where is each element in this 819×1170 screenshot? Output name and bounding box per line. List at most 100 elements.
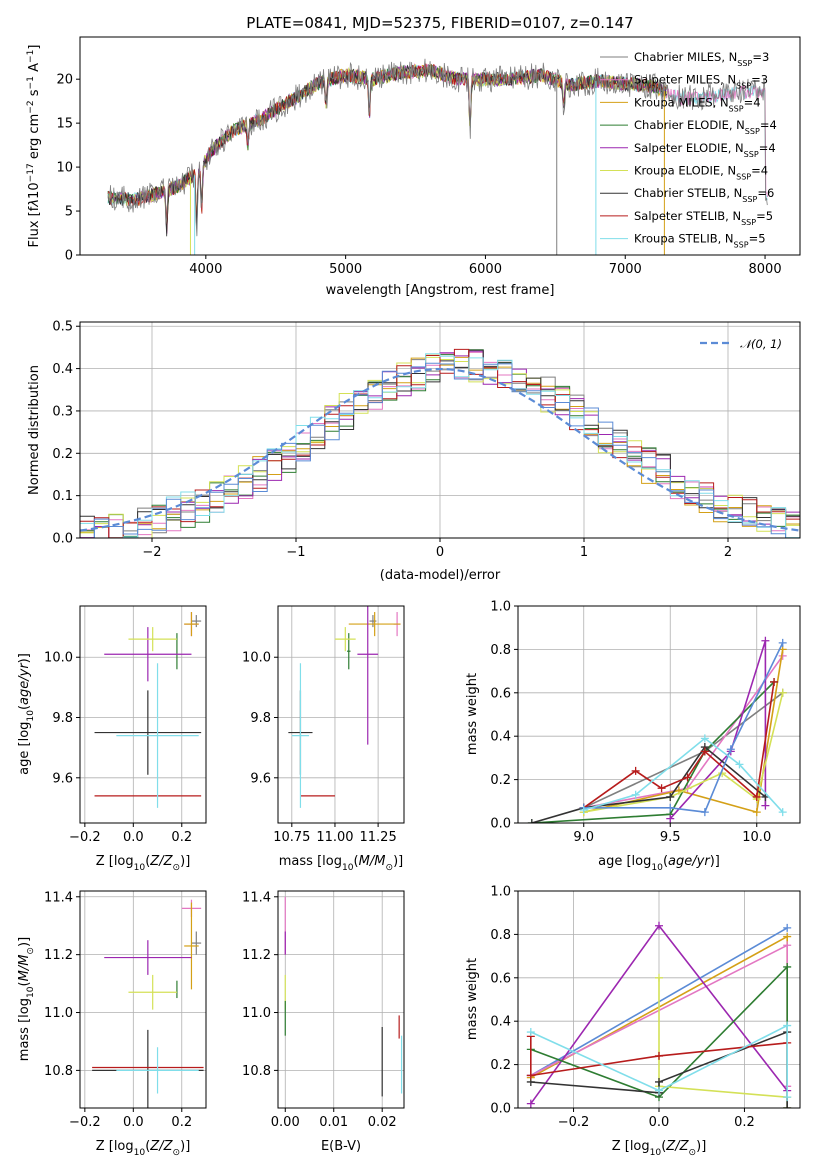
spectrum-plot: [107, 58, 768, 255]
legend-label: Chabrier MILES, NSSP=3: [634, 50, 769, 68]
weight-vs-age-xtick-label: 9.5: [660, 830, 681, 845]
spectrum-xtick-label: 6000: [469, 262, 502, 277]
residuals-frame: [79, 321, 801, 539]
spectrum-line: [107, 63, 667, 232]
weight-marker: [655, 973, 663, 982]
spectrum-line: [107, 63, 667, 237]
residuals-xtick-label: −2: [142, 545, 161, 560]
weight-marker: [783, 941, 792, 950]
mass-vs-EBV-xtick-label: 0.02: [368, 1115, 397, 1130]
weight-vs-Z-frame: [517, 890, 801, 1109]
weight-vs-Z-xtick-label: 0.0: [649, 1115, 670, 1130]
age-vs-mass-ytick-label: 9.8: [250, 711, 271, 726]
gaussian-curve: [80, 367, 800, 532]
weight-vs-age-xtick-label: 10.0: [742, 830, 771, 845]
weight-marker: [526, 1071, 535, 1080]
weight-vs-age-plot: [527, 636, 787, 823]
weight-marker: [666, 792, 675, 801]
age-vs-Z-frame: [79, 605, 207, 824]
residuals-ytick-label: 0.3: [52, 404, 73, 419]
weight-marker: [783, 1104, 792, 1108]
spectrum-axes: 4000 5000 6000 7000 8000 0 5 10 15 20: [56, 73, 781, 277]
weight-marker: [761, 801, 770, 810]
weightZ-ylabel: mass weight: [465, 958, 480, 1040]
mass-vs-Z-plot: [92, 899, 204, 1108]
legend-label: Kroupa ELODIE, NSSP=4: [634, 164, 768, 182]
weight-vs-Z-ytick-label: 0.4: [490, 1015, 511, 1030]
weight-marker: [700, 808, 709, 817]
residuals-ytick-label: 0.5: [52, 320, 73, 335]
weight-vs-age-ytick-label: 0.0: [490, 817, 511, 832]
legend-label: Salpeter MILES, NSSP=3: [634, 73, 768, 91]
legend-label: Kroupa STELIB, NSSP=5: [634, 232, 766, 250]
mass-vs-EBV-xtick-label: 0.01: [319, 1115, 348, 1130]
weight-vs-Z-ytick-label: 0.0: [490, 1102, 511, 1117]
legend-label: Chabrier ELODIE, NSSP=4: [634, 118, 777, 136]
weightAge-xlabel: age [log10(age/yr)]: [598, 854, 720, 873]
legend-label: Kroupa MILES, NSSP=4: [634, 95, 761, 113]
weightAge-ylabel: mass weight: [465, 673, 480, 755]
spectrum-line: [107, 64, 667, 225]
weight-marker: [631, 766, 640, 775]
age-vs-Z-ytick-label: 9.8: [52, 711, 73, 726]
mass-vs-Z-xtick-label: −0.2: [69, 1115, 101, 1130]
spectrum-ytick-label: 0: [65, 249, 73, 264]
mass-vs-EBV-plot: [284, 896, 403, 1097]
weight-vs-Z-plot: [526, 921, 792, 1108]
spectrum-xtick-label: 7000: [609, 262, 642, 277]
residuals-xtick-label: 0: [436, 545, 444, 560]
weight-vs-age-ytick-label: 1.0: [490, 600, 511, 615]
mass-vs-Z-xtick-label: 0.2: [171, 1115, 192, 1130]
weight-vs-age-frame: [517, 605, 801, 824]
spectrum-line: [107, 64, 667, 231]
weight-vs-Z-xtick-label: 0.2: [734, 1115, 755, 1130]
weight-marker: [761, 636, 770, 645]
spectrum-ytick-label: 20: [56, 73, 73, 88]
weight-marker: [655, 1077, 663, 1086]
mass-vs-Z-ytick-label: 11.0: [44, 1006, 73, 1021]
massZ-ylabel: mass [log10(M/M⊙)]: [17, 937, 36, 1061]
weight-line: [531, 681, 775, 823]
residuals-xtick-label: 2: [724, 545, 732, 560]
residuals-ytick-label: 0.4: [52, 362, 73, 377]
legend-label: Salpeter ELODIE, NSSP=4: [634, 141, 776, 159]
mass-vs-Z-ytick-label: 11.2: [44, 948, 73, 963]
weight-marker: [783, 932, 792, 941]
weight-marker: [666, 814, 675, 823]
residuals-plot: [80, 348, 800, 538]
spectrum-xtick-label: 8000: [749, 262, 782, 277]
age-vs-Z-xtick-label: −0.2: [69, 830, 101, 845]
weight-vs-Z-ytick-label: 0.2: [490, 1058, 511, 1073]
residuals-ytick-label: 0.1: [52, 489, 73, 504]
ageMass-xlabel: mass [log10(M/M⊙)]: [279, 854, 403, 873]
age-vs-mass-frame: [277, 605, 405, 824]
histogram-step: [80, 362, 800, 538]
weight-vs-age-ytick-label: 0.8: [490, 643, 511, 658]
age-vs-mass-xtick-label: 11.25: [360, 830, 397, 845]
weight-marker: [735, 760, 744, 769]
weight-line: [583, 737, 784, 813]
weight-marker: [655, 1051, 663, 1060]
age-vs-mass-xtick-label: 10.75: [273, 830, 310, 845]
legend-label: Chabrier STELIB, NSSP=6: [634, 186, 774, 204]
weight-line: [530, 1036, 788, 1077]
residuals-ytick-label: 0.0: [52, 532, 73, 547]
mass-vs-EBV-xtick-label: 0.00: [271, 1115, 300, 1130]
age-vs-mass-plot: [288, 606, 401, 808]
weight-marker: [752, 792, 761, 801]
weight-marker: [783, 923, 792, 932]
mass-vs-EBV-ytick-label: 11.0: [242, 1006, 271, 1021]
weight-marker: [657, 784, 666, 793]
weight-marker: [631, 790, 640, 799]
weight-vs-Z-axes: −0.2 0.0 0.2 0.0 0.2 0.4 0.6 0.8 1.0: [490, 885, 800, 1130]
age-vs-mass-ytick-label: 9.6: [250, 771, 271, 786]
weight-vs-age-ytick-label: 0.6: [490, 686, 511, 701]
weight-marker: [778, 808, 787, 817]
age-vs-Z-xtick-label: 0.2: [171, 830, 192, 845]
weight-marker: [783, 1021, 792, 1030]
age-vs-mass-ytick-label: 10.0: [242, 651, 271, 666]
weight-marker: [726, 745, 735, 754]
weight-marker: [666, 803, 675, 812]
age-vs-mass-xtick-label: 11.00: [316, 830, 353, 845]
residuals-xtick-label: 1: [580, 545, 588, 560]
